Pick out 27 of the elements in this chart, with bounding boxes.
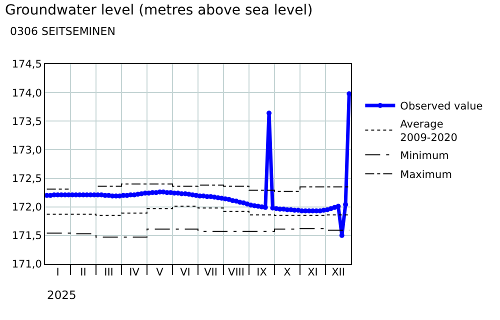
x-tick-label: III [104, 266, 114, 278]
y-tick-label: 171,5 [12, 230, 42, 242]
legend-label: Minimum [400, 150, 449, 162]
x-tick-label: IX [256, 266, 267, 278]
x-tick-label: VIII [228, 266, 244, 278]
x-tick-label: I [56, 266, 60, 278]
y-tick-label: 173,0 [12, 144, 42, 156]
x-tick-label: VII [204, 266, 218, 278]
x-axis-title: 2025 [47, 288, 76, 302]
y-tick-label: 174,5 [12, 58, 42, 71]
x-tick-label: X [284, 266, 291, 278]
x-tick-label: XI [308, 266, 318, 278]
legend-label: Observed value [400, 100, 483, 113]
y-tick-label: 171,0 [12, 258, 42, 271]
x-tick-label: II [80, 266, 86, 278]
x-tick-label: XII [332, 266, 345, 278]
y-tick-label: 172,0 [12, 202, 42, 214]
y-tick-label: 173,5 [12, 116, 42, 128]
legend-label: Maximum [400, 168, 452, 181]
chart-title: Groundwater level (metres above sea level) [5, 2, 313, 19]
x-tick-label: VI [180, 266, 190, 278]
x-tick-label: V [156, 266, 164, 278]
y-tick-label: 174,0 [12, 87, 42, 100]
legend-label: Average 2009-2020 [400, 118, 458, 144]
y-tick-label: 172,5 [12, 172, 42, 185]
x-tick-label: IV [129, 266, 140, 278]
chart-subtitle: 0306 SEITSEMINEN [10, 25, 116, 38]
